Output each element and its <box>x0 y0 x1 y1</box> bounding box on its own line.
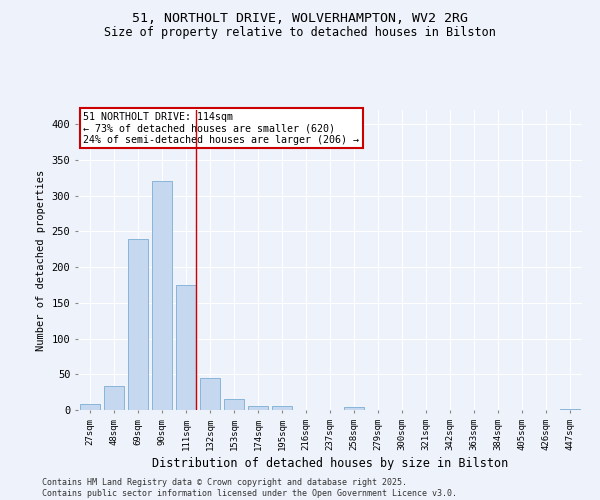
Y-axis label: Number of detached properties: Number of detached properties <box>36 170 46 350</box>
Bar <box>272 406 292 410</box>
Bar <box>104 386 124 410</box>
Bar <box>176 285 196 410</box>
Bar <box>200 378 220 410</box>
Bar <box>224 398 244 410</box>
Text: 51, NORTHOLT DRIVE, WOLVERHAMPTON, WV2 2RG: 51, NORTHOLT DRIVE, WOLVERHAMPTON, WV2 2… <box>132 12 468 26</box>
Bar <box>152 182 172 410</box>
Bar <box>344 407 364 410</box>
Bar <box>560 408 580 410</box>
Text: 51 NORTHOLT DRIVE: 114sqm
← 73% of detached houses are smaller (620)
24% of semi: 51 NORTHOLT DRIVE: 114sqm ← 73% of detac… <box>83 112 359 144</box>
Text: Size of property relative to detached houses in Bilston: Size of property relative to detached ho… <box>104 26 496 39</box>
Bar <box>128 238 148 410</box>
Bar <box>248 406 268 410</box>
Bar <box>80 404 100 410</box>
Text: Contains HM Land Registry data © Crown copyright and database right 2025.
Contai: Contains HM Land Registry data © Crown c… <box>42 478 457 498</box>
X-axis label: Distribution of detached houses by size in Bilston: Distribution of detached houses by size … <box>152 457 508 470</box>
